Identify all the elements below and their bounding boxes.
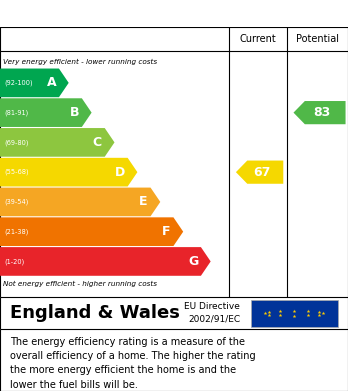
Text: F: F (162, 225, 171, 238)
Text: 83: 83 (313, 106, 330, 119)
Text: B: B (70, 106, 79, 119)
Text: Potential: Potential (296, 34, 339, 44)
Polygon shape (0, 68, 69, 97)
Text: (81-91): (81-91) (4, 109, 29, 116)
Polygon shape (293, 101, 346, 124)
Text: A: A (47, 76, 56, 90)
Text: Current: Current (239, 34, 276, 44)
Text: C: C (93, 136, 102, 149)
Text: EU Directive
2002/91/EC: EU Directive 2002/91/EC (184, 303, 240, 324)
Text: Very energy efficient - lower running costs: Very energy efficient - lower running co… (3, 59, 158, 65)
Polygon shape (0, 128, 114, 157)
Polygon shape (0, 217, 183, 246)
Text: (92-100): (92-100) (4, 80, 33, 86)
Polygon shape (0, 188, 160, 216)
Polygon shape (0, 158, 137, 187)
Polygon shape (0, 247, 211, 276)
Text: (21-38): (21-38) (4, 228, 29, 235)
Text: D: D (114, 166, 125, 179)
Text: 67: 67 (253, 166, 270, 179)
Text: (69-80): (69-80) (4, 139, 29, 145)
Text: (1-20): (1-20) (4, 258, 24, 265)
Text: Not energy efficient - higher running costs: Not energy efficient - higher running co… (3, 281, 158, 287)
Bar (251, 300, 338, 326)
Polygon shape (0, 98, 92, 127)
Text: (55-68): (55-68) (4, 169, 29, 176)
Text: Energy Efficiency Rating: Energy Efficiency Rating (78, 6, 270, 20)
Text: England & Wales: England & Wales (10, 304, 180, 322)
Text: E: E (139, 196, 148, 208)
Polygon shape (236, 161, 283, 184)
Text: G: G (188, 255, 198, 268)
Text: The energy efficiency rating is a measure of the
overall efficiency of a home. T: The energy efficiency rating is a measur… (10, 337, 256, 390)
Bar (0, 27, 348, 52)
Text: (39-54): (39-54) (4, 199, 29, 205)
